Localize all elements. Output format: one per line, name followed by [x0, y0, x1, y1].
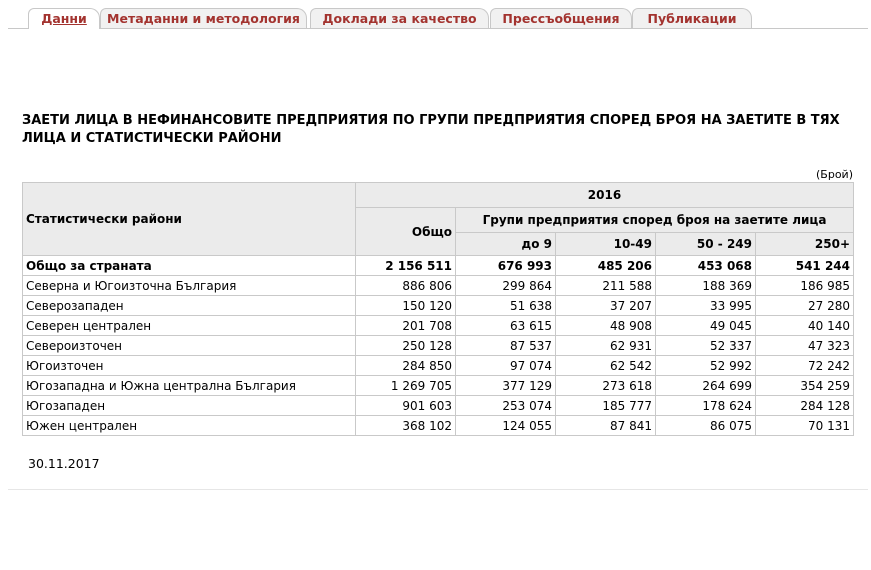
cell-value: 299 864 [455, 275, 556, 296]
group-header: Групи предприятия според броя на заетите… [454, 207, 855, 233]
total-header: Общо [355, 207, 456, 256]
table-row: Югозападна и Южна централна България 1 26… [22, 375, 855, 396]
cell-value: 52 992 [655, 355, 756, 376]
tab[interactable]: Прессъобщения [490, 8, 632, 28]
cell-value: 63 615 [455, 315, 556, 336]
divider [8, 489, 868, 490]
cell-value: 87 841 [555, 415, 656, 436]
cell-value: 2 156 511 [355, 255, 456, 276]
cell-value: 284 128 [754, 395, 855, 416]
region-name: Югозападна и Южна централна България [22, 375, 356, 396]
region-name: Югоизточен [22, 355, 356, 376]
region-name: Северозападен [22, 295, 356, 316]
cell-value: 901 603 [355, 395, 456, 416]
cell-value: 27 280 [754, 295, 855, 316]
cell-value: 284 850 [355, 355, 456, 376]
tab-bar: Данни Метаданни и методология Доклади за к… [8, 6, 868, 29]
cell-value: 40 140 [754, 315, 855, 336]
tab[interactable]: Данни [28, 8, 100, 29]
region-name: Северна и Югоизточна България [22, 275, 356, 296]
region-name: Общо за страната [22, 255, 356, 276]
cell-value: 253 074 [455, 395, 556, 416]
cell-value: 87 537 [455, 335, 556, 356]
cell-value: 354 259 [754, 375, 855, 396]
cell-value: 150 120 [355, 295, 456, 316]
region-name: Югозападен [22, 395, 356, 416]
cell-value: 62 931 [555, 335, 656, 356]
cell-value: 377 129 [455, 375, 556, 396]
table-row: Общо за страната 2 156 511 676 993 485 206 4… [22, 255, 855, 276]
region-name: Южен централен [22, 415, 356, 436]
cell-value: 264 699 [655, 375, 756, 396]
data-table: Статистически райони 2016 Общо Групи пре… [22, 182, 855, 436]
table-row: Южен централен 368 102 124 055 87 841 86 075… [22, 415, 855, 436]
cell-value: 47 323 [754, 335, 855, 356]
cell-value: 72 242 [754, 355, 855, 376]
cell-value: 70 131 [754, 415, 855, 436]
cell-value: 33 995 [655, 295, 756, 316]
group-column-header: 50 - 249 [655, 232, 756, 256]
cell-value: 886 806 [355, 275, 456, 296]
unit-label: (Брой) [816, 168, 853, 181]
tab[interactable]: Публикации [632, 8, 752, 28]
tab[interactable]: Доклади за качество [310, 8, 489, 28]
table-row: Северна и Югоизточна България 886 806 299 … [22, 275, 855, 296]
cell-value: 1 269 705 [355, 375, 456, 396]
cell-value: 273 618 [555, 375, 656, 396]
cell-value: 485 206 [555, 255, 656, 276]
table-row: Североизточен 250 128 87 537 62 931 52 337 47… [22, 335, 855, 356]
year-header: 2016 [354, 182, 855, 208]
cell-value: 186 985 [754, 275, 855, 296]
cell-value: 368 102 [355, 415, 456, 436]
cell-value: 676 993 [455, 255, 556, 276]
cell-value: 48 908 [555, 315, 656, 336]
cell-value: 52 337 [655, 335, 756, 356]
table-row: Югоизточен 284 850 97 074 62 542 52 992 72 24… [22, 355, 855, 376]
tab[interactable]: Метаданни и методология [100, 8, 307, 28]
table-row: Югозападен 901 603 253 074 185 777 178 624 28… [22, 395, 855, 416]
group-column-header: 10-49 [555, 232, 656, 256]
cell-value: 51 638 [455, 295, 556, 316]
cell-value: 86 075 [655, 415, 756, 436]
cell-value: 49 045 [655, 315, 756, 336]
cell-value: 62 542 [555, 355, 656, 376]
cell-value: 37 207 [555, 295, 656, 316]
region-name: Североизточен [22, 335, 356, 356]
row-label-header: Статистически райони [22, 182, 356, 256]
cell-value: 201 708 [355, 315, 456, 336]
cell-value: 188 369 [655, 275, 756, 296]
cell-value: 541 244 [754, 255, 855, 276]
cell-value: 185 777 [555, 395, 656, 416]
page-title: ЗАЕТИ ЛИЦА В НЕФИНАНСОВИТЕ ПРЕДПРИЯТИЯ П… [22, 113, 840, 146]
table-row: Северен централен 201 708 63 615 48 908 49 0… [22, 315, 855, 336]
region-name: Северен централен [22, 315, 356, 336]
cell-value: 178 624 [655, 395, 756, 416]
table-row: Северозападен 150 120 51 638 37 207 33 995 27… [22, 295, 855, 316]
cell-value: 453 068 [655, 255, 756, 276]
date: 30.11.2017 [28, 456, 100, 471]
cell-value: 97 074 [455, 355, 556, 376]
cell-value: 124 055 [455, 415, 556, 436]
cell-value: 211 588 [555, 275, 656, 296]
group-column-header: 250+ [754, 232, 855, 256]
group-column-header: до 9 [455, 232, 556, 256]
cell-value: 250 128 [355, 335, 456, 356]
